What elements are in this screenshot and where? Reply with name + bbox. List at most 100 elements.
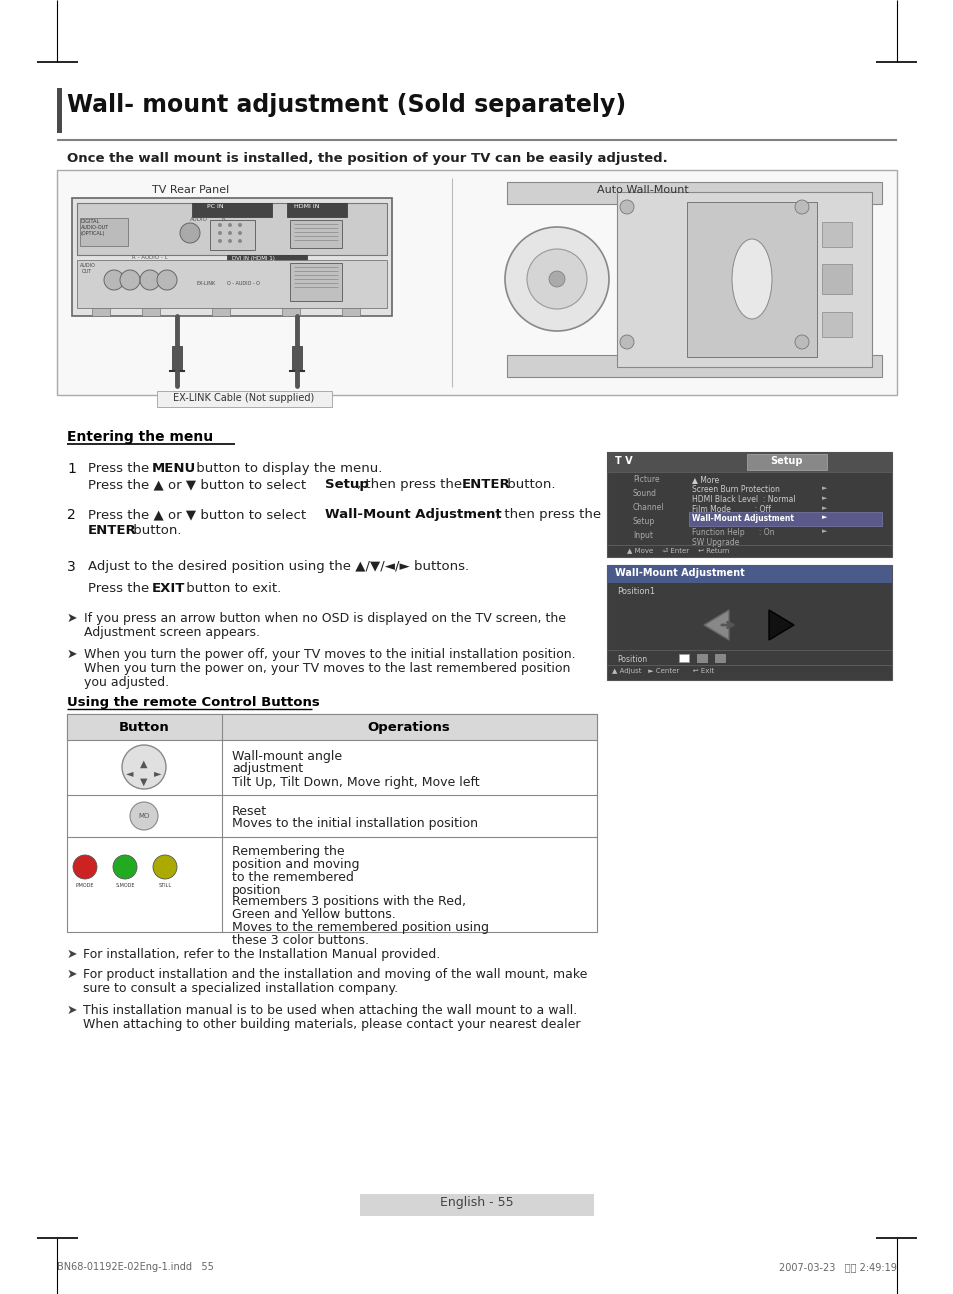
Circle shape (112, 855, 137, 879)
Text: AUDIO: AUDIO (80, 263, 95, 268)
Circle shape (104, 270, 124, 290)
Text: you adjusted.: you adjusted. (84, 675, 169, 688)
Bar (606, 565, 891, 584)
Circle shape (548, 270, 564, 287)
Text: button.: button. (129, 524, 181, 537)
Text: Press the ▲ or ▼ button to select: Press the ▲ or ▼ button to select (88, 477, 310, 490)
Text: ◄: ◄ (126, 769, 133, 778)
Bar (210, 220, 254, 250)
Bar (506, 355, 882, 377)
Text: , then press the: , then press the (496, 509, 600, 521)
Text: ENTER: ENTER (461, 477, 510, 490)
Text: When you turn the power on, your TV moves to the last remembered position: When you turn the power on, your TV move… (84, 663, 570, 675)
Text: Screen Burn Protection: Screen Burn Protection (691, 485, 779, 494)
Text: ►: ► (821, 485, 826, 490)
Circle shape (157, 270, 177, 290)
Text: 2007-03-23   오후 2:49:19: 2007-03-23 오후 2:49:19 (779, 1262, 896, 1272)
Text: ▼: ▼ (140, 776, 148, 787)
Text: TV Rear Panel: TV Rear Panel (152, 185, 229, 195)
Text: English - 55: English - 55 (439, 1196, 514, 1209)
Text: O - AUDIO - O: O - AUDIO - O (227, 281, 259, 286)
Text: 3: 3 (67, 560, 75, 575)
Text: For product installation and the installation and moving of the wall mount, make: For product installation and the install… (83, 968, 587, 981)
Text: SW Upgrade: SW Upgrade (691, 538, 739, 547)
Text: Remembers 3 positions with the Red,: Remembers 3 positions with the Red, (232, 895, 465, 908)
Circle shape (794, 335, 808, 349)
Bar (679, 653, 688, 663)
Circle shape (120, 270, 140, 290)
Text: ENTER: ENTER (88, 524, 136, 537)
Bar (287, 203, 347, 217)
Text: EX-LINK Cable (Not supplied): EX-LINK Cable (Not supplied) (173, 393, 314, 402)
Text: Tilt Up, Tilt Down, Move right, Move left: Tilt Up, Tilt Down, Move right, Move lef… (232, 776, 479, 789)
Bar (714, 653, 724, 663)
Bar (821, 264, 851, 294)
Text: to the remembered: to the remembered (232, 871, 354, 884)
Text: FC: FC (222, 217, 229, 223)
Circle shape (504, 226, 608, 331)
Text: When you turn the power off, your TV moves to the initial installation position.: When you turn the power off, your TV mov… (84, 648, 575, 661)
Text: Moves to the remembered position using: Moves to the remembered position using (232, 921, 489, 934)
Circle shape (73, 855, 97, 879)
Circle shape (794, 201, 808, 214)
Circle shape (228, 239, 232, 243)
Text: adjustment: adjustment (232, 762, 303, 775)
Ellipse shape (731, 239, 771, 320)
Text: , then press the: , then press the (356, 477, 466, 490)
Text: ►: ► (821, 496, 826, 501)
Circle shape (237, 239, 242, 243)
Text: ▲ Adjust   ► Center      ↩ Exit: ▲ Adjust ► Center ↩ Exit (612, 668, 714, 674)
Bar (359, 1194, 594, 1216)
Text: ►: ► (821, 505, 826, 511)
Text: Wall-Mount Adjustment: Wall-Mount Adjustment (325, 509, 501, 521)
Text: AUDIO-OUT: AUDIO-OUT (81, 225, 109, 230)
Bar (227, 255, 307, 268)
Text: 2: 2 (67, 509, 75, 521)
Text: Adjustment screen appears.: Adjustment screen appears. (84, 626, 260, 639)
Circle shape (218, 232, 222, 236)
Circle shape (228, 232, 232, 236)
Text: Button: Button (118, 721, 170, 734)
Text: Using the remote Control Buttons: Using the remote Control Buttons (67, 696, 319, 709)
Bar (172, 345, 182, 371)
Text: (OPTICAL): (OPTICAL) (81, 232, 105, 236)
Bar (282, 308, 299, 316)
Text: ➤: ➤ (67, 949, 77, 961)
Bar (192, 203, 272, 217)
Bar (290, 220, 341, 248)
Text: Entering the menu: Entering the menu (67, 430, 213, 444)
Text: Remembering the: Remembering the (232, 845, 344, 858)
Text: Function Help      : On: Function Help : On (691, 528, 774, 537)
Text: Wall-mount angle: Wall-mount angle (232, 751, 342, 763)
Text: S.MODE: S.MODE (115, 883, 134, 888)
Text: ▲ Move    ⏎ Enter    ↩ Return: ▲ Move ⏎ Enter ↩ Return (626, 547, 729, 553)
Text: sure to consult a specialized installation company.: sure to consult a specialized installati… (83, 982, 397, 995)
Text: ➤: ➤ (67, 968, 77, 981)
Text: ►: ► (154, 769, 162, 778)
Text: ►: ► (821, 528, 826, 534)
Text: position: position (232, 884, 281, 897)
Bar (686, 202, 816, 357)
Bar (80, 263, 110, 273)
Text: Picture: Picture (633, 475, 659, 484)
Text: HDMI Black Level  : Normal: HDMI Black Level : Normal (691, 496, 795, 503)
Bar (57, 88, 62, 133)
Bar (821, 223, 851, 247)
Text: OUT: OUT (82, 269, 92, 274)
Bar (688, 512, 882, 525)
Bar (157, 391, 332, 408)
Bar (77, 260, 387, 308)
Circle shape (140, 270, 160, 290)
Text: P.MODE: P.MODE (75, 883, 94, 888)
Text: HDMI IN: HDMI IN (294, 204, 319, 210)
Text: Operations: Operations (367, 721, 450, 734)
Text: Press the: Press the (88, 582, 153, 595)
Circle shape (218, 239, 222, 243)
Bar (91, 308, 110, 316)
Text: PC IN: PC IN (207, 204, 223, 210)
Text: This installation manual is to be used when attaching the wall mount to a wall.: This installation manual is to be used w… (83, 1004, 577, 1017)
Circle shape (526, 248, 586, 309)
Text: For installation, refer to the Installation Manual provided.: For installation, refer to the Installat… (83, 949, 439, 961)
Bar (71, 198, 392, 316)
Circle shape (237, 223, 242, 226)
